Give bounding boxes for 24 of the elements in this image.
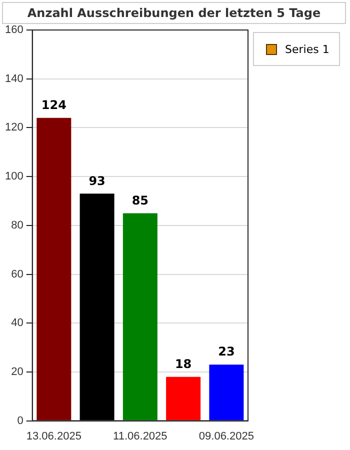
data-label: 124 [41,98,66,112]
bar [122,213,158,420]
y-tick-label: 140 [4,72,24,85]
text: Series 1 [285,42,330,56]
data-label: 93 [88,174,106,188]
y-tick-label: 120 [4,122,24,134]
y-tick-label: 60 [11,268,24,280]
bar [209,364,244,420]
x-tick-label: 11.06.2025 [113,430,168,442]
bar [80,194,114,420]
y-tick-label: 20 [11,366,24,378]
data-label: 23 [218,344,235,359]
y-tick-label: 100 [4,170,24,183]
bar [36,118,72,420]
data-label: 18 [174,356,192,371]
x-tick-label: 09.06.2025 [198,430,254,442]
y-tick-label: 80 [11,219,24,232]
y-tick-label: 40 [11,317,24,330]
x-tick-label: 13.06.2025 [26,430,82,442]
data-label: 85 [132,193,149,208]
bar [166,376,201,420]
y-tick-label: 160 [4,24,24,36]
chart-title: Anzahl Ausschreibungen der letzten 5 Tage [2,2,346,24]
y-tick-label: 0 [17,414,24,427]
